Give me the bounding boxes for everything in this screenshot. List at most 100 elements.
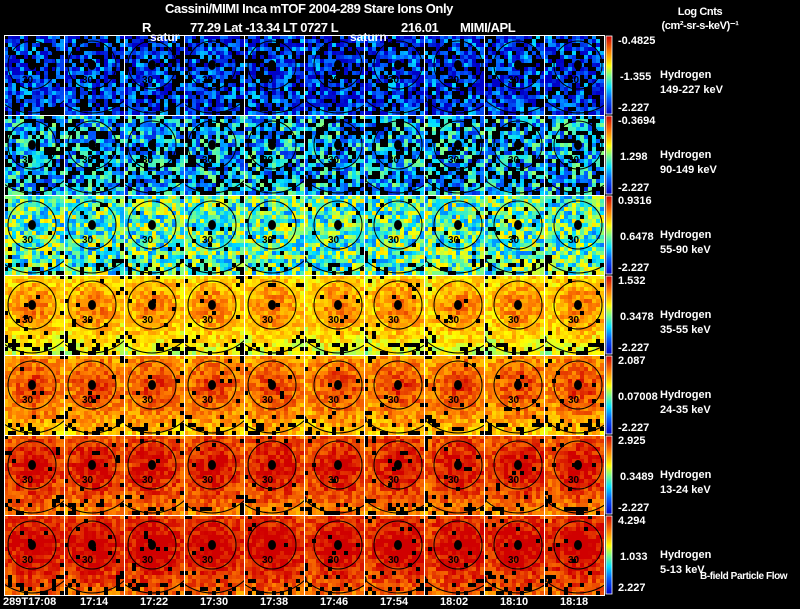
pixel <box>508 107 512 111</box>
pixel <box>444 187 448 191</box>
pixel <box>356 63 360 67</box>
pixel <box>24 155 28 159</box>
pixel <box>200 35 204 39</box>
pixel <box>48 83 52 87</box>
pixel <box>36 255 40 259</box>
pixel <box>316 103 320 107</box>
pixel <box>572 175 576 179</box>
pixel <box>592 183 596 187</box>
pixel <box>96 151 100 155</box>
pixel <box>436 59 440 63</box>
contour-60 <box>184 180 244 194</box>
pixel <box>240 43 244 47</box>
pixel <box>556 95 560 99</box>
pixel <box>188 131 192 135</box>
pixel <box>44 39 48 43</box>
pixel <box>528 183 532 187</box>
pixel <box>8 195 12 199</box>
pixel <box>228 171 232 175</box>
pixel <box>300 191 304 195</box>
pixel <box>240 159 244 163</box>
pixel <box>148 79 152 83</box>
pixel <box>44 227 48 231</box>
pixel <box>192 123 196 127</box>
pixel <box>188 183 192 187</box>
pixel <box>464 107 468 111</box>
pixel <box>600 111 604 115</box>
pixel <box>584 99 588 103</box>
pixel <box>592 147 596 151</box>
pixel <box>572 99 576 103</box>
pixel <box>108 95 112 99</box>
pixel <box>68 139 72 143</box>
pixel <box>20 143 24 147</box>
pixel <box>108 255 112 259</box>
pixel <box>72 247 76 251</box>
pixel <box>204 143 208 147</box>
pixel <box>564 83 568 87</box>
pixel <box>300 183 304 187</box>
pixel <box>452 47 456 51</box>
pixel <box>212 127 216 131</box>
pixel <box>420 35 424 39</box>
pixel <box>36 203 40 207</box>
pixel <box>468 99 472 103</box>
pixel <box>128 263 132 267</box>
pixel <box>116 195 120 199</box>
pixel <box>452 115 456 119</box>
pixel <box>336 155 340 159</box>
pixel <box>588 115 592 119</box>
pixel <box>116 147 120 151</box>
pixel <box>436 87 440 91</box>
pixel <box>232 87 236 91</box>
pixel <box>60 243 64 247</box>
pixel <box>252 115 256 119</box>
pixel <box>540 83 544 87</box>
pixel <box>68 271 72 275</box>
pixel <box>372 179 376 183</box>
pixel <box>228 103 232 107</box>
pixel <box>8 175 12 179</box>
pixel <box>160 183 164 187</box>
pixel <box>88 207 92 211</box>
pixel <box>144 171 148 175</box>
pixel <box>332 71 336 75</box>
pixel <box>4 95 8 99</box>
pixel <box>440 79 444 83</box>
pixel <box>240 187 244 191</box>
pixel <box>444 135 448 139</box>
pixel <box>264 139 268 143</box>
pixel <box>372 75 376 79</box>
pixel <box>212 179 216 183</box>
pixel <box>60 203 64 207</box>
pixel <box>112 51 116 55</box>
pixel <box>412 63 416 67</box>
contour-label: 30 <box>202 155 214 166</box>
pixel <box>488 155 492 159</box>
pixel <box>4 239 8 243</box>
pixel <box>40 155 44 159</box>
pixel <box>528 159 532 163</box>
pixel <box>232 59 236 63</box>
pixel <box>360 167 364 171</box>
pixel <box>480 43 484 47</box>
pixel <box>60 47 64 51</box>
pixel <box>104 47 108 51</box>
pixel <box>548 67 552 71</box>
pixel <box>28 91 32 95</box>
contour-label: 30 <box>22 235 34 246</box>
pixel <box>52 95 56 99</box>
pixel <box>524 35 528 39</box>
pixel <box>72 71 76 75</box>
pixel <box>56 159 60 163</box>
pixel <box>352 83 356 87</box>
contour-label: 30 <box>202 75 214 86</box>
pixel <box>76 223 80 227</box>
pixel <box>192 183 196 187</box>
pixel <box>260 115 264 119</box>
pixel <box>36 95 40 99</box>
pixel <box>8 199 12 203</box>
pixel <box>572 179 576 183</box>
pixel <box>40 123 44 127</box>
